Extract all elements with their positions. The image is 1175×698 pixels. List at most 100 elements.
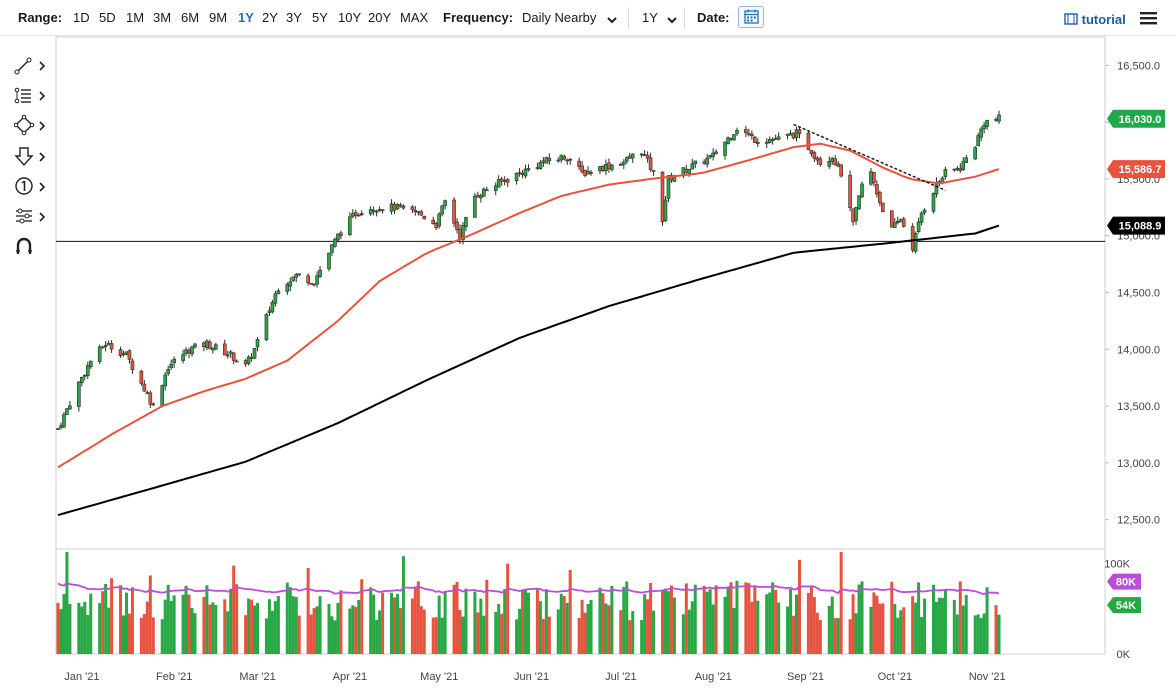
tool-settings-sliders[interactable] <box>14 206 50 228</box>
price-tick-label: 12,500.0 <box>1117 515 1160 527</box>
volume-bar <box>896 617 900 654</box>
volume-bar <box>890 581 894 654</box>
volume-bar <box>747 583 751 654</box>
candle-body <box>994 119 998 121</box>
candle-body <box>812 152 817 159</box>
volume-bar <box>976 614 980 654</box>
date-picker-button[interactable] <box>738 6 764 28</box>
candle-body <box>181 354 185 361</box>
volume-bar <box>729 582 733 654</box>
volume-bar <box>119 585 123 654</box>
volume-bar <box>827 605 831 654</box>
hamburger-menu-icon[interactable] <box>1140 11 1157 25</box>
volume-bar <box>881 603 885 654</box>
candle-body <box>624 157 629 162</box>
candle-body <box>568 158 572 161</box>
ma-slow-line[interactable] <box>57 224 1000 517</box>
candle-body <box>982 124 986 129</box>
volume-bar <box>318 596 322 654</box>
tool-arrow-marker[interactable] <box>14 146 50 168</box>
candle-body <box>747 133 751 136</box>
range-button-2y[interactable]: 2Y <box>262 10 278 25</box>
candle-body <box>750 133 754 137</box>
range-button-1y[interactable]: 1Y <box>238 10 254 25</box>
volume-bar <box>351 605 355 654</box>
volume-bar <box>568 569 572 654</box>
range-button-max[interactable]: MAX <box>400 10 429 25</box>
candle-body <box>163 374 168 387</box>
range-button-20y[interactable]: 20Y <box>368 10 392 25</box>
candle-body <box>776 136 781 140</box>
candle-body <box>523 168 528 177</box>
range-button-6m[interactable]: 6M <box>181 10 200 25</box>
period-select[interactable]: 1Y <box>642 10 658 25</box>
volume-bar <box>940 598 944 654</box>
volume-bar <box>309 614 313 654</box>
range-button-3m[interactable]: 3M <box>153 10 172 25</box>
candle-body <box>392 204 397 211</box>
volume-bar <box>961 605 965 654</box>
period-chevron-down-icon[interactable] <box>666 12 678 30</box>
volume-bar <box>401 556 405 654</box>
volume-bar <box>476 612 480 654</box>
tool-trendline[interactable] <box>14 55 50 77</box>
tool-fibonacci[interactable] <box>14 85 50 107</box>
volume-bar <box>872 592 876 654</box>
volume-bar <box>649 582 653 654</box>
candle-body <box>234 360 239 363</box>
candle-body <box>556 159 561 162</box>
volume-bar <box>732 608 736 654</box>
candle-body <box>919 212 924 223</box>
candle-body <box>898 219 903 222</box>
candle-body <box>270 301 275 313</box>
volume-bar <box>854 613 858 654</box>
candle-body <box>940 177 945 183</box>
volume-bar <box>911 596 915 654</box>
tool-shapes[interactable] <box>13 114 50 137</box>
volume-bar <box>714 585 718 654</box>
volume-bar <box>127 613 131 654</box>
candle-body <box>672 176 677 182</box>
candle-body <box>410 206 415 210</box>
tool-magnet[interactable] <box>14 236 50 258</box>
tool-numbered-marker[interactable] <box>14 176 50 198</box>
ma-fast-line[interactable] <box>57 142 1000 469</box>
candle-body <box>895 220 900 224</box>
volume-bar <box>166 584 170 654</box>
candle-body <box>377 209 382 212</box>
volume-bar <box>628 620 632 654</box>
range-button-10y[interactable]: 10Y <box>338 10 362 25</box>
candle-body <box>142 383 147 392</box>
candle-body <box>103 345 108 347</box>
frequency-chevron-down-icon[interactable] <box>606 12 618 30</box>
chevron-right-icon <box>39 91 46 101</box>
tutorial-link[interactable]: tutorial <box>1064 12 1126 27</box>
volume-bar <box>68 603 72 654</box>
volume-bar <box>229 588 233 654</box>
candle-body <box>666 175 671 199</box>
volume-bar <box>434 617 438 654</box>
range-button-5y[interactable]: 5Y <box>312 10 328 25</box>
drawn-trendline[interactable] <box>793 123 946 191</box>
frequency-select[interactable]: Daily Nearby <box>522 10 597 25</box>
volume-bar <box>506 563 510 654</box>
volume-bar <box>809 586 813 654</box>
range-button-1m[interactable]: 1M <box>126 10 145 25</box>
plot-frame <box>55 36 1106 655</box>
volume-bar <box>708 589 712 654</box>
price-tick-label: 13,500.0 <box>1117 401 1160 413</box>
volume-bar <box>160 619 164 654</box>
range-button-9m[interactable]: 9M <box>209 10 228 25</box>
volume-bar <box>878 603 882 654</box>
volume-badge-last-volume: 54K <box>1107 597 1141 614</box>
range-button-5d[interactable]: 5D <box>99 10 116 25</box>
candle-body <box>473 195 477 218</box>
volume-ma-line[interactable] <box>57 581 1000 595</box>
range-button-3y[interactable]: 3Y <box>286 10 302 25</box>
candle-body <box>878 192 882 204</box>
price-tick-label: 14,000.0 <box>1117 344 1160 356</box>
range-button-1d[interactable]: 1D <box>73 10 90 25</box>
candle-body <box>577 160 581 167</box>
volume-bar <box>148 575 152 654</box>
